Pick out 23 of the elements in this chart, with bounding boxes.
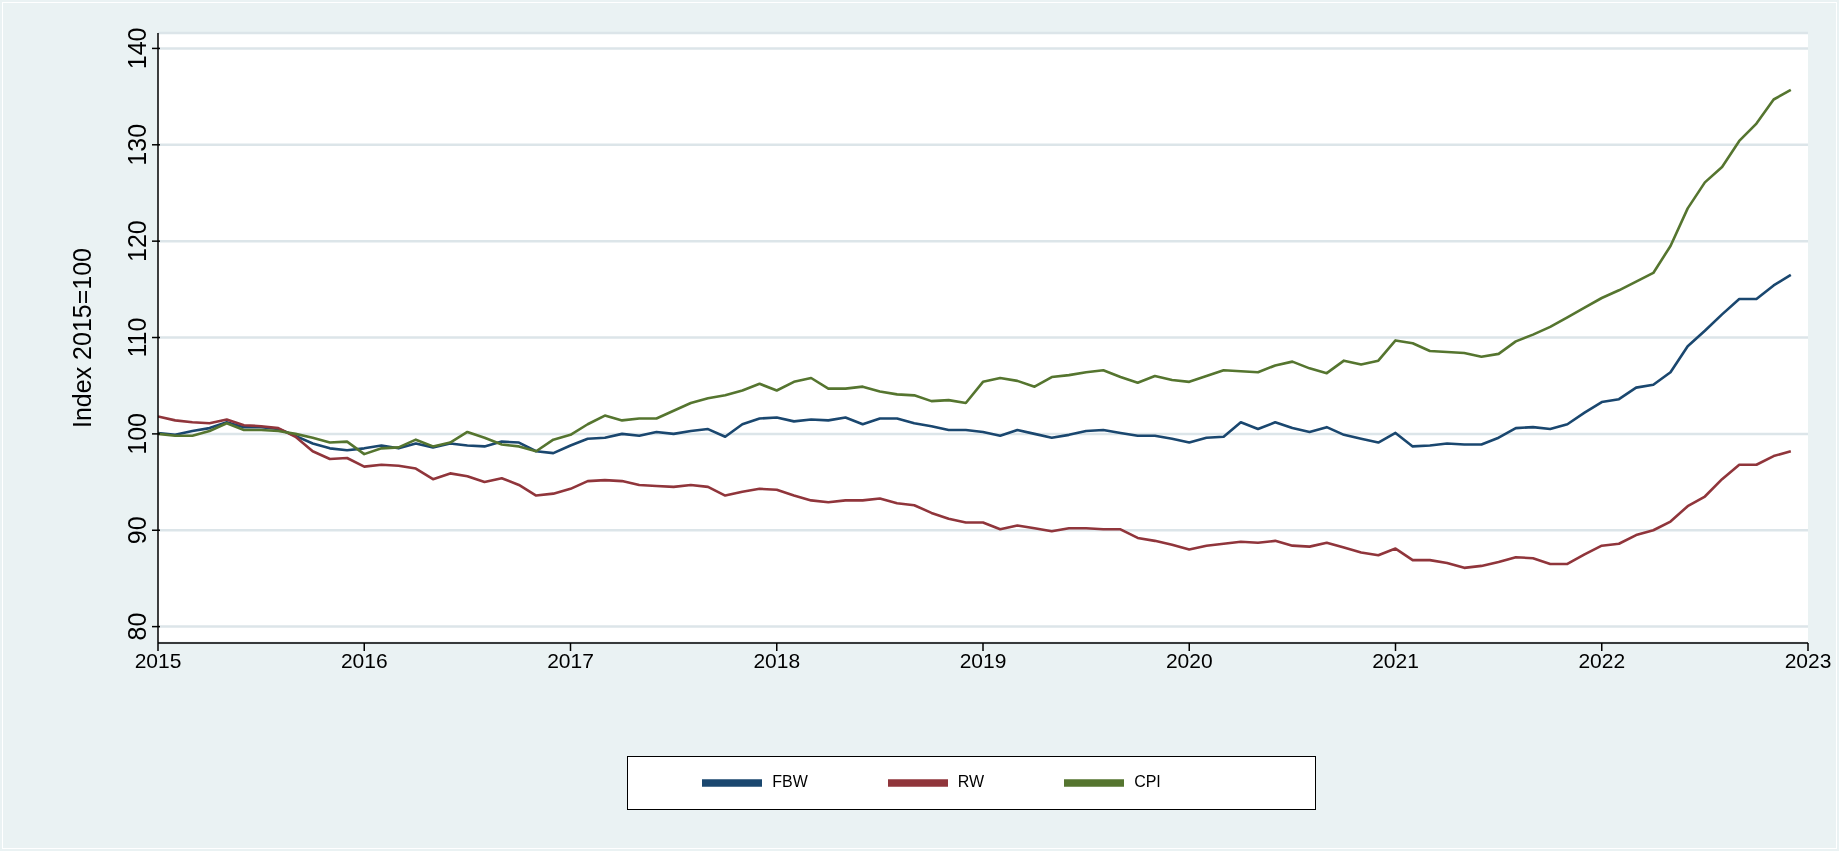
x-tick-label: 2019	[959, 648, 1007, 672]
x-tick-label: 2017	[547, 648, 594, 672]
x-tick-label: 2023	[1784, 648, 1832, 672]
y-axis-title: Index 2015=100	[67, 247, 96, 429]
x-tick-label: 2022	[1578, 648, 1626, 672]
y-tick-label: 90	[123, 516, 151, 545]
x-tick-label: 2016	[340, 648, 388, 672]
x-tick-label: 2015	[134, 648, 182, 672]
x-tick-label: 2018	[753, 648, 801, 672]
y-tick-label: 110	[123, 317, 151, 358]
legend-label: RW	[957, 773, 985, 791]
y-tick-label: 120	[123, 220, 151, 263]
x-tick-label: 2020	[1165, 648, 1213, 672]
y-tick-label: 80	[123, 612, 151, 641]
line-series	[158, 415, 1793, 570]
x-tick-label: 2021	[1372, 648, 1419, 672]
y-tick-label: 140	[123, 27, 151, 70]
line-series	[158, 273, 1793, 455]
y-tick-label: 100	[123, 413, 151, 455]
legend-label: CPI	[1134, 773, 1161, 791]
legend-label: FBW	[772, 773, 808, 791]
line-series	[158, 88, 1793, 456]
y-tick-label: 130	[123, 123, 151, 166]
